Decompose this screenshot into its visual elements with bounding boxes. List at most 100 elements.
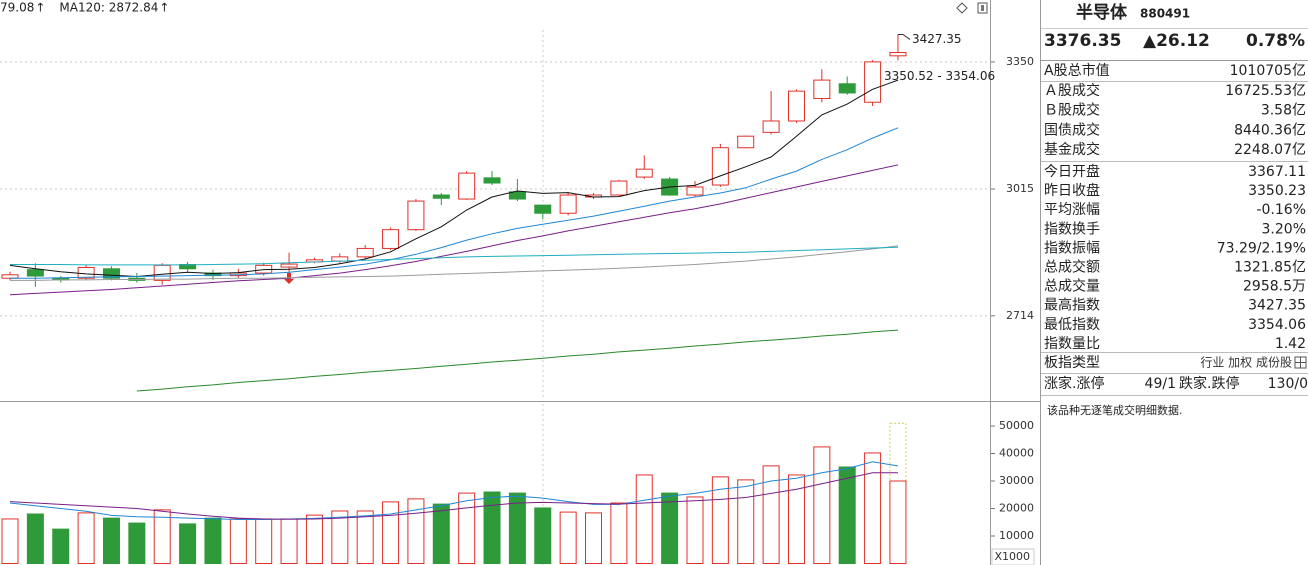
- index-name: 半导体: [1076, 2, 1128, 23]
- volume-bar: [686, 496, 704, 565]
- row-label: 昨日收盘: [1044, 182, 1100, 199]
- header-indicator: 79.08: [0, 1, 34, 15]
- high-annotation: 3427.35: [912, 32, 962, 46]
- row-value: 2958.5万: [1243, 279, 1306, 295]
- header: 79.08 ↑ MA120: 2872.84 ↑: [0, 1, 169, 15]
- candle-body: [382, 229, 400, 249]
- quote-panel: 半导体 880491 3376.35 ▲26.12 0.78% A股总市值 1010705亿…: [1041, 2, 1308, 417]
- row-value: 3350.23: [1248, 183, 1306, 199]
- index-change-pct: 0.78%: [1246, 31, 1305, 51]
- y-tick-label: 20000: [999, 502, 1034, 515]
- row-value: 3.20%: [1262, 221, 1306, 237]
- volume-bar: [432, 503, 450, 565]
- row-label: 基金成交: [1044, 141, 1100, 158]
- volume-bar: [458, 492, 476, 565]
- volume-bar: [813, 446, 831, 564]
- row-value: 1.42: [1275, 336, 1306, 352]
- header-indicator: ↑: [159, 1, 169, 15]
- volume-bar: [102, 517, 120, 564]
- moving-average-line: [10, 246, 899, 266]
- volume-bar: [559, 511, 577, 565]
- row-value: 1321.85亿: [1234, 260, 1306, 276]
- index-code: 880491: [1140, 7, 1190, 21]
- row-label: Ｂ股成交: [1044, 102, 1100, 119]
- candle-body: [559, 194, 577, 214]
- candle-body: [838, 83, 856, 94]
- row-value: 16725.53亿: [1225, 83, 1306, 99]
- range-annotation: 3350.52 - 3354.06: [884, 69, 995, 83]
- candle-body: [407, 200, 425, 231]
- volume-bar: [864, 452, 882, 565]
- candle-body: [77, 266, 95, 279]
- row-value: 1010705亿: [1230, 63, 1306, 79]
- y-tick-label: 2714: [1006, 309, 1034, 322]
- box-icon[interactable]: [977, 2, 988, 14]
- moving-average-line: [9, 164, 899, 296]
- breadth-label: 跌家.跌停: [1179, 375, 1239, 392]
- row-label: 指数换手: [1044, 220, 1100, 237]
- grid-icon-lines: [1295, 357, 1306, 368]
- volume-bar: [711, 476, 729, 564]
- volume-bar: [280, 518, 298, 565]
- row-value: 73.29/2.19%: [1217, 240, 1306, 256]
- volume-bar: [1, 518, 19, 565]
- volume-bar: [255, 518, 273, 565]
- row-label: 国债成交: [1044, 121, 1100, 138]
- row-label: 板指类型: [1044, 355, 1100, 371]
- row-value: 8440.36亿: [1234, 122, 1306, 138]
- volume-bar: [737, 479, 755, 564]
- volume-bar: [356, 510, 374, 565]
- candle-body: [534, 204, 552, 214]
- breadth-value: 49/1: [1145, 376, 1176, 392]
- row-label: A股总市值: [1044, 62, 1110, 79]
- volume-bar: [52, 528, 70, 564]
- candle-body: [153, 264, 171, 281]
- annotation-leader: [897, 33, 911, 40]
- row-label: 指数量比: [1044, 336, 1100, 352]
- volume-bar: [128, 522, 146, 565]
- moving-average-line: [136, 329, 899, 392]
- toolbar-icons: [956, 2, 988, 14]
- candle-body: [889, 52, 907, 57]
- candle-body: [26, 269, 44, 277]
- volume-bar: [610, 502, 628, 564]
- volume-chart: [1, 422, 907, 565]
- volume-bar: [483, 491, 501, 564]
- volume-bar: [204, 517, 222, 564]
- y-tick-label: 10000: [999, 529, 1034, 542]
- candle-body: [458, 172, 476, 200]
- row-label: 总成交额: [1044, 259, 1100, 276]
- row-value: -0.16%: [1256, 202, 1306, 218]
- volume-bar: [77, 512, 95, 565]
- candle-body: [356, 247, 374, 258]
- candle-body: [864, 61, 882, 103]
- diamond-icon[interactable]: [956, 2, 968, 14]
- row-label: 今日开盘: [1044, 163, 1100, 180]
- breadth-label: 涨家.涨停: [1044, 375, 1104, 392]
- grid-layer: 2714 3015 3350 10000 20000 30000 40000 50000: [0, 55, 1034, 542]
- volume-bar: [635, 474, 653, 565]
- row-value: 3367.11: [1248, 164, 1306, 180]
- candle-body: [711, 147, 729, 186]
- row-value: 3.58亿: [1261, 103, 1306, 119]
- moving-average-line: [10, 245, 899, 281]
- header-indicator: ↑: [35, 1, 45, 15]
- candle-body: [762, 120, 780, 133]
- volume-bar: [331, 510, 349, 565]
- volume-bar: [153, 509, 171, 564]
- moving-average-line: [9, 461, 899, 520]
- row-label: 指数振幅: [1044, 240, 1100, 256]
- y-tick-label: 3350: [1006, 55, 1034, 68]
- price-chart: 3427.35 3350.52 - 3354.06: [1, 32, 995, 392]
- candle-body: [737, 135, 755, 149]
- panel-note: 该品种无逐笔成交明细数据.: [1047, 403, 1183, 417]
- candle-body: [1, 274, 19, 279]
- moving-average-line: [9, 79, 899, 278]
- volume-bar: [762, 465, 780, 564]
- box-icon-inner: [981, 5, 984, 11]
- volume-bar: [179, 523, 197, 565]
- breadth-value: 130/0: [1268, 376, 1308, 392]
- row-value: 3354.06: [1248, 317, 1306, 333]
